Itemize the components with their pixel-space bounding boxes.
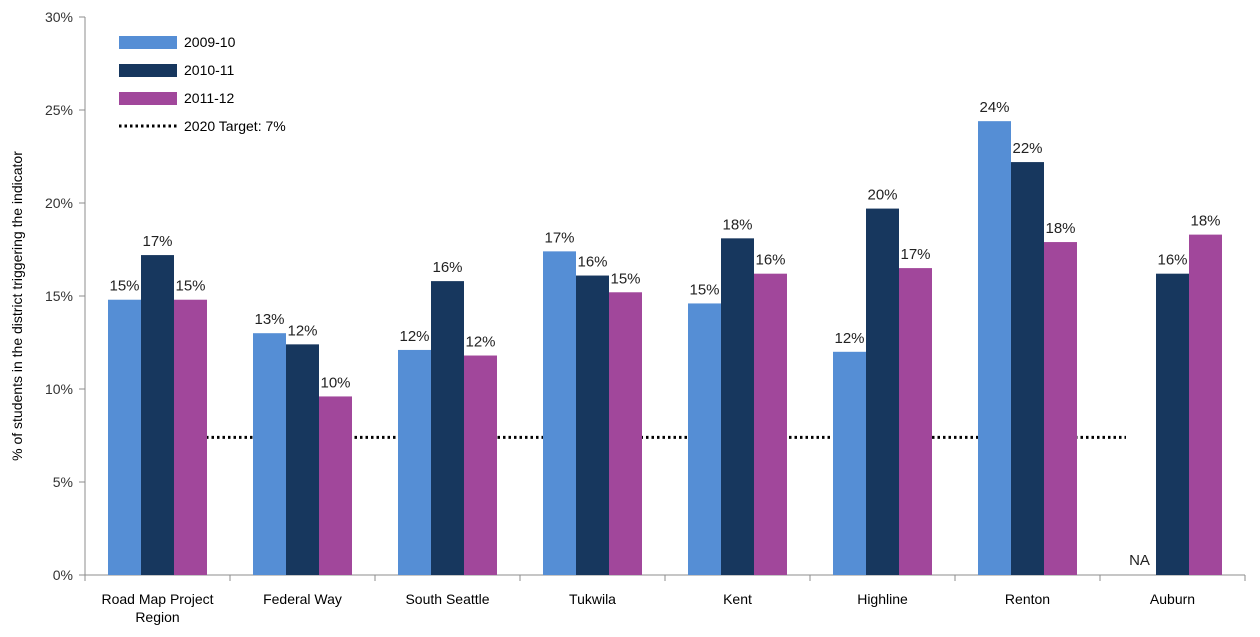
y-tick-label: 25% (45, 102, 73, 118)
x-tick-label-line: Highline (857, 591, 908, 607)
y-tick-label: 20% (45, 195, 73, 211)
bar (609, 292, 642, 575)
data-label-na: NA (1129, 552, 1150, 569)
bar (833, 351, 866, 575)
y-tick-label: 15% (45, 288, 73, 304)
bar (1156, 273, 1189, 575)
data-label: 20% (867, 187, 897, 204)
axes-layer: 0% 5% 10% 15% 20% 25% 30% Road Map Project Regio… (45, 9, 1246, 625)
data-label: 15% (175, 278, 205, 295)
legend-swatch (119, 36, 177, 49)
x-tick-label-line: South Seattle (405, 591, 489, 607)
x-tick-label: Auburn (1150, 591, 1195, 607)
data-label: 15% (109, 278, 139, 295)
x-tick-label-line: Renton (1005, 591, 1050, 607)
legend-swatch (119, 92, 177, 105)
bar (319, 396, 352, 575)
bar (543, 251, 576, 576)
bar (721, 238, 754, 575)
data-label: 12% (465, 334, 495, 351)
data-label: 12% (399, 328, 429, 345)
x-tick-label: Tukwila (569, 591, 616, 607)
data-label: 12% (834, 330, 864, 347)
x-tick-label-line: Auburn (1150, 591, 1195, 607)
bar (253, 333, 286, 575)
bar (576, 275, 609, 575)
x-tick-label: Highline (857, 591, 908, 607)
x-tick-label-line: Tukwila (569, 591, 616, 607)
data-label: 17% (544, 229, 574, 246)
data-labels-layer: 15%17%15%13%12%10%12%16%12%17%16%15%15%1… (109, 99, 1220, 569)
x-tick-label-line: Road Map Project (101, 591, 213, 607)
bar (286, 344, 319, 575)
data-label: 15% (689, 281, 719, 298)
bar (464, 355, 497, 575)
legend-label: 2009-10 (184, 34, 236, 50)
bars-layer (108, 121, 1222, 576)
y-axis-title: % of students in the district triggering… (9, 151, 25, 461)
data-label: 13% (254, 311, 284, 328)
y-tick-label: 0% (53, 567, 73, 583)
x-tick-label: Renton (1005, 591, 1050, 607)
bar (899, 268, 932, 575)
data-label: 12% (287, 322, 317, 339)
x-tick-label: South Seattle (405, 591, 489, 607)
y-tick-label: 10% (45, 381, 73, 397)
legend: 2009-10 2010-11 2011-12 2020 Target: 7% (119, 34, 286, 134)
data-label: 16% (577, 254, 607, 271)
data-label: 22% (1012, 140, 1042, 157)
bar (1011, 162, 1044, 575)
data-label: 10% (320, 374, 350, 391)
bar (141, 255, 174, 575)
data-label: 16% (755, 252, 785, 269)
bar (174, 299, 207, 575)
bar (1189, 234, 1222, 575)
bar (978, 121, 1011, 575)
data-label: 18% (1190, 213, 1220, 230)
x-tick-label: Federal Way (263, 591, 342, 607)
legend-swatch (119, 64, 177, 77)
bar (431, 281, 464, 575)
data-label: 18% (722, 216, 752, 233)
y-tick-label: 30% (45, 9, 73, 25)
bar (866, 208, 899, 575)
data-label: 16% (432, 259, 462, 276)
data-label: 17% (900, 246, 930, 263)
legend-label: 2010-11 (184, 62, 235, 78)
bar (754, 273, 787, 575)
bar (1044, 242, 1077, 575)
data-label: 15% (610, 270, 640, 287)
legend-label: 2011-12 (184, 90, 235, 106)
data-label: 24% (979, 99, 1009, 116)
bar (688, 303, 721, 575)
legend-label: 2020 Target: 7% (184, 118, 286, 134)
x-tick-label-line: Region (135, 609, 179, 625)
bar (108, 299, 141, 575)
data-label: 16% (1157, 252, 1187, 269)
bar (398, 349, 431, 575)
data-label: 17% (142, 233, 172, 250)
data-label: 18% (1045, 220, 1075, 237)
x-tick-label: Kent (723, 591, 752, 607)
y-tick-label: 5% (53, 474, 73, 490)
x-tick-label-line: Federal Way (263, 591, 342, 607)
x-tick-label: Road Map Project Region (101, 591, 213, 625)
x-tick-label-line: Kent (723, 591, 752, 607)
